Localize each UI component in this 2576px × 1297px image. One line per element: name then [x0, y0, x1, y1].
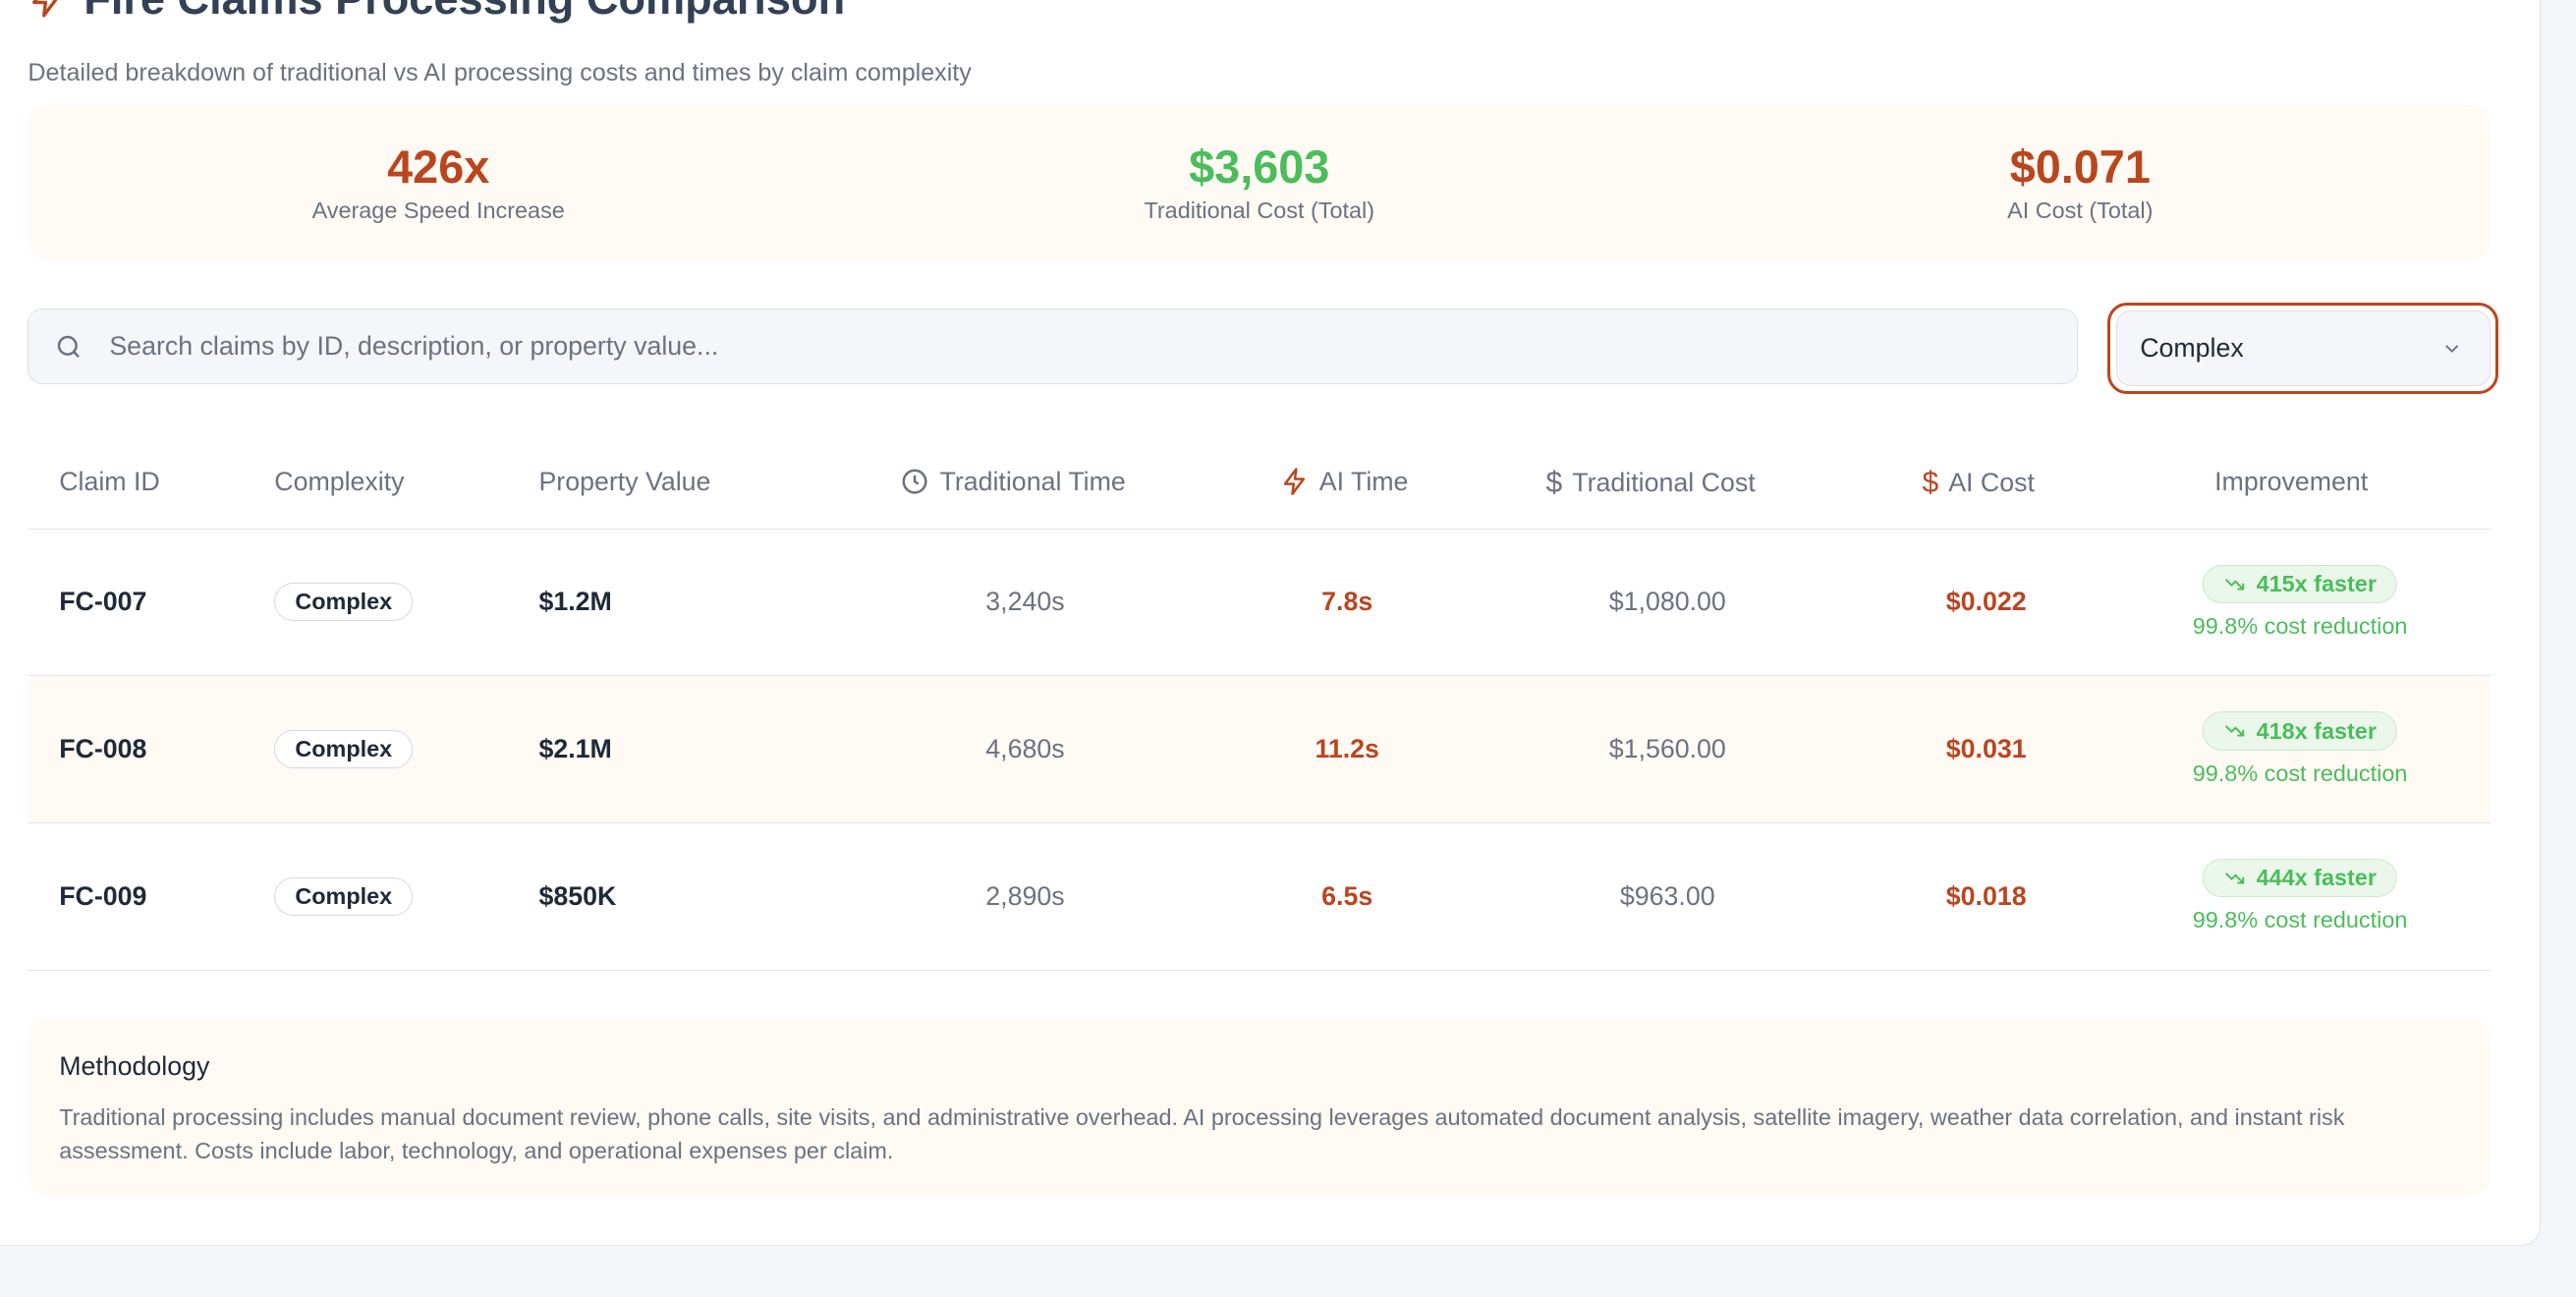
ai-time: 6.5s	[1321, 880, 1373, 911]
col-label: Traditional Time	[939, 466, 1126, 496]
col-label: AI Time	[1318, 466, 1409, 496]
stat-traditional-cost: $3,603 Traditional Cost (Total)	[849, 105, 1670, 259]
cost-reduction: 99.8% cost reduction	[2192, 907, 2408, 933]
col-traditional-cost[interactable]: $ Traditional Cost	[1546, 467, 1756, 500]
dollar-icon: $	[1922, 466, 1939, 499]
col-ai-cost[interactable]: $ AI Cost	[1922, 467, 2034, 500]
speed-text: 415x faster	[2256, 570, 2377, 596]
traditional-time: 3,240s	[985, 587, 1065, 617]
property-value: $2.1M	[538, 734, 612, 764]
search-icon	[57, 335, 80, 358]
traditional-cost: $963.00	[1619, 880, 1715, 911]
cost-reduction: 99.8% cost reduction	[2192, 612, 2408, 639]
property-value: $1.2M	[538, 587, 612, 617]
speed-text: 444x faster	[2256, 865, 2377, 891]
subtitle: Detailed breakdown of traditional vs AI …	[28, 59, 972, 87]
claim-id: FC-009	[59, 880, 147, 911]
dollar-icon: $	[1545, 466, 1563, 499]
ai-time: 11.2s	[1315, 734, 1379, 764]
table-header: Claim ID Complexity Property Value Tradi…	[28, 443, 2492, 531]
select-value: Complex	[2140, 332, 2244, 363]
complexity-badge: Complex	[274, 876, 414, 916]
improvement-cell: 418x faster 99.8% cost reduction	[2192, 676, 2408, 822]
stat-value: $0.071	[2009, 141, 2151, 193]
complexity-badge: Complex	[274, 583, 414, 622]
claim-id: FC-008	[59, 734, 147, 764]
speed-badge: 415x faster	[2203, 564, 2397, 603]
page-title: Fire Claims Processing Comparison	[28, 0, 845, 25]
traditional-cost: $1,080.00	[1608, 587, 1726, 617]
search-box	[28, 309, 2079, 385]
complexity-cell: Complex	[274, 676, 414, 822]
ai-cost: $0.031	[1945, 734, 2027, 764]
col-claim-id[interactable]: Claim ID	[59, 466, 160, 496]
col-traditional-time[interactable]: Traditional Time	[900, 466, 1126, 497]
stat-ai-cost: $0.071 AI Cost (Total)	[1670, 105, 2492, 259]
complexity-cell: Complex	[274, 823, 414, 970]
col-label: Traditional Cost	[1572, 468, 1756, 498]
chevron-down-icon	[2445, 344, 2459, 353]
select-focus-ring	[2107, 302, 2499, 395]
zap-icon	[32, 0, 59, 18]
speed-badge: 444x faster	[2203, 859, 2397, 898]
trending-down-icon	[2225, 873, 2245, 884]
col-label: AI Cost	[1948, 468, 2035, 498]
traditional-time: 2,890s	[985, 880, 1065, 911]
stat-value: 426x	[387, 141, 490, 193]
cost-reduction: 99.8% cost reduction	[2192, 760, 2408, 786]
col-ai-time[interactable]: AI Time	[1280, 466, 1409, 497]
zap-icon	[1283, 468, 1305, 496]
complexity-cell: Complex	[274, 529, 414, 675]
property-value: $850K	[538, 880, 617, 911]
col-improvement[interactable]: Improvement	[2214, 466, 2369, 496]
improvement-cell: 444x faster 99.8% cost reduction	[2192, 823, 2408, 970]
methodology-text: Traditional processing includes manual d…	[59, 1104, 2345, 1163]
stat-value: $3,603	[1189, 141, 1330, 193]
ai-cost: $0.018	[1945, 880, 2027, 911]
col-property-value[interactable]: Property Value	[538, 466, 711, 496]
table-row[interactable]: FC-009 Complex $850K 2,890s 6.5s $963.00 $0.01…	[28, 823, 2492, 971]
search-input[interactable]	[106, 329, 2078, 364]
ai-cost: $0.022	[1945, 587, 2027, 617]
table-row[interactable]: FC-008 Complex $2.1M 4,680s 11.2s $1,560.00 $0…	[28, 676, 2492, 823]
traditional-time: 4,680s	[985, 734, 1065, 764]
stat-label: Traditional Cost (Total)	[1144, 197, 1375, 223]
methodology-title: Methodology	[59, 1051, 210, 1082]
summary-stats: 426x Average Speed Increase $3,603 Traditi…	[28, 105, 2492, 260]
stat-speed: 426x Average Speed Increase	[28, 105, 849, 259]
speed-text: 418x faster	[2256, 717, 2377, 744]
table-row[interactable]: FC-007 Complex $1.2M 3,240s 7.8s $1,080.00 $0.…	[28, 529, 2492, 677]
col-complexity[interactable]: Complexity	[274, 466, 405, 496]
traditional-cost: $1,560.00	[1608, 734, 1726, 764]
improvement-cell: 415x faster 99.8% cost reduction	[2192, 529, 2408, 675]
title-text: Fire Claims Processing Comparison	[84, 0, 845, 25]
complexity-badge: Complex	[274, 730, 414, 769]
speed-badge: 418x faster	[2203, 711, 2397, 751]
clock-icon	[902, 469, 927, 494]
trending-down-icon	[2225, 578, 2245, 591]
ai-time: 7.8s	[1321, 587, 1373, 617]
methodology-box: Methodology Traditional processing inclu…	[28, 1018, 2492, 1197]
trending-down-icon	[2225, 725, 2245, 737]
complexity-filter-select[interactable]: Complex	[2115, 310, 2492, 386]
claim-id: FC-007	[59, 587, 147, 617]
stat-label: Average Speed Increase	[311, 197, 565, 223]
stat-label: AI Cost (Total)	[2007, 197, 2154, 223]
